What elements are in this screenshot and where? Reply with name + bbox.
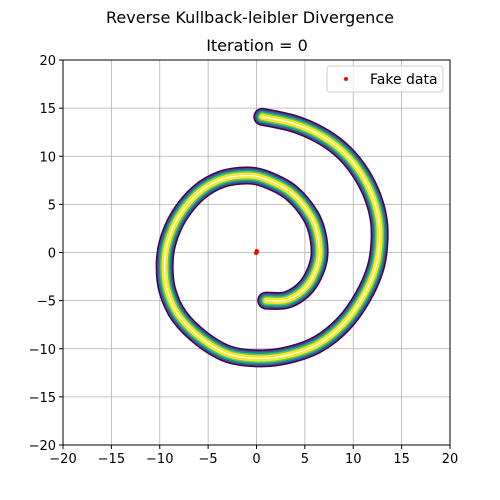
- legend-marker: [344, 77, 348, 81]
- y-tick-label: −5: [37, 295, 56, 310]
- x-tick-label: −15: [98, 452, 125, 467]
- contour-band: [161, 113, 383, 362]
- axis-ticks: −20−20 −15 −15 −10 −10 −5 −5 0 0 5 5 10 10 15 15 20 20: [29, 54, 459, 467]
- x-tick-label: −20: [49, 452, 76, 467]
- contour-plot: [155, 107, 389, 368]
- x-tick-label: 10: [345, 452, 362, 467]
- legend-box: [326, 65, 444, 93]
- x-tick-label: 20: [442, 452, 459, 467]
- y-tick-label: 5: [48, 198, 56, 213]
- y-tick-label: −20: [29, 439, 56, 454]
- y-tick-label: 15: [39, 102, 56, 117]
- x-tick-label: −10: [146, 452, 173, 467]
- x-tick-label: 0: [252, 452, 260, 467]
- chart-title: Iteration = 0: [206, 36, 308, 55]
- fake-data-point: [254, 249, 259, 254]
- figure-title: Reverse Kullback-leibler Divergence: [106, 8, 394, 27]
- legend: Fake data: [326, 65, 444, 93]
- y-tick-label: 10: [39, 150, 56, 165]
- y-tick-label: 20: [39, 54, 56, 69]
- scatter-points: [254, 249, 259, 255]
- y-tick-label: 0: [48, 247, 56, 262]
- y-tick-label: −10: [29, 343, 56, 358]
- contour-ridge: [163, 116, 381, 360]
- y-tick-label: −15: [29, 391, 56, 406]
- x-tick-label: 5: [301, 452, 309, 467]
- legend-label: Fake data: [370, 72, 438, 88]
- x-tick-label: −5: [199, 452, 218, 467]
- x-tick-label: 15: [393, 452, 410, 467]
